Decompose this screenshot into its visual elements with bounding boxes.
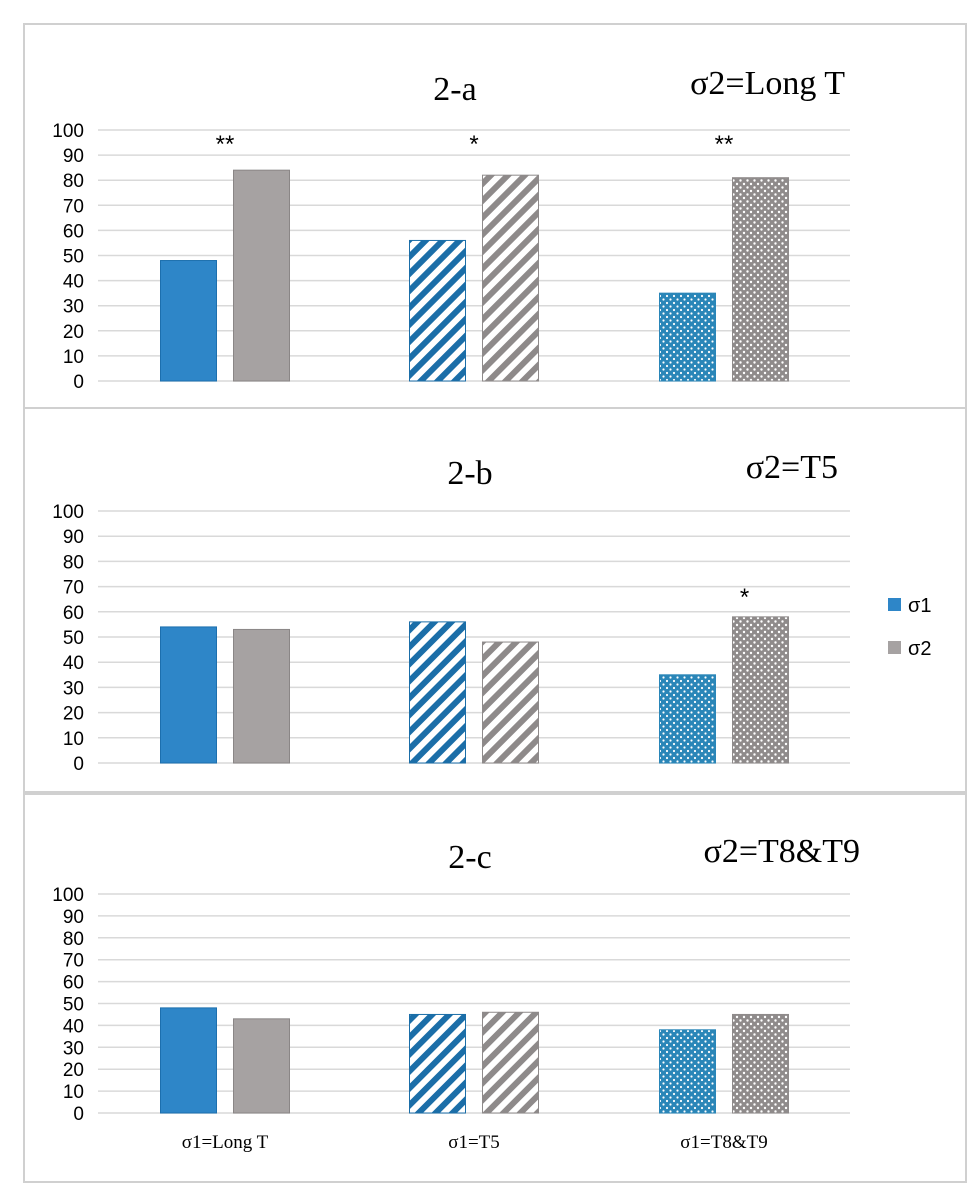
y-tick-label: 90: [63, 527, 84, 548]
y-tick-label: 70: [63, 951, 84, 972]
panel-subtitle: σ2=T5: [746, 449, 838, 486]
y-tick-label: 0: [73, 754, 84, 775]
bar-sigma1-cat2: [409, 621, 466, 764]
x-axis-categories: σ1=Long T σ1=T5 σ1=T8&T9: [182, 1132, 768, 1153]
gridlines: [98, 510, 850, 764]
bar-sigma1-cat1: [160, 260, 217, 382]
gridlines: [98, 129, 850, 382]
y-axis-ticks: 0 10 20 30 40 50 60 70 80 90 100: [52, 121, 84, 393]
bar-sigma1-cat2: [409, 239, 466, 382]
panel-subtitle: σ2=Long T: [690, 65, 845, 102]
y-tick-label: 0: [73, 1104, 84, 1125]
bar-sigma2-cat3: [732, 177, 789, 382]
legend: σ1 σ2: [888, 595, 931, 660]
y-tick-label: 100: [52, 121, 84, 142]
legend-swatch-sigma1: [888, 598, 901, 611]
y-tick-label: 80: [63, 929, 84, 950]
legend-label-sigma2: σ2: [908, 638, 931, 660]
y-tick-label: 70: [63, 578, 84, 599]
y-tick-label: 20: [63, 322, 84, 343]
y-tick-label: 50: [63, 628, 84, 649]
legend-label-sigma1: σ1: [908, 595, 931, 617]
bar-sigma1-cat2: [409, 1013, 466, 1114]
y-tick-label: 90: [63, 907, 84, 928]
bars: [160, 616, 789, 764]
y-tick-label: 20: [63, 1060, 84, 1081]
panel-frame-c: [23, 793, 967, 1183]
significance-markers: ** * **: [216, 131, 734, 158]
bar-sigma2-cat1: [233, 628, 290, 764]
bars: [160, 169, 789, 382]
bar-sigma2-cat1: [233, 1018, 290, 1114]
y-tick-label: 60: [63, 973, 84, 994]
y-tick-label: 90: [63, 146, 84, 167]
y-tick-label: 10: [63, 729, 84, 750]
bar-sigma2-cat3: [732, 1013, 789, 1114]
bar-sigma1-cat3: [659, 292, 716, 382]
y-tick-label: 0: [73, 372, 84, 393]
y-tick-label: 60: [63, 603, 84, 624]
y-tick-label: 10: [63, 347, 84, 368]
legend-swatch-sigma2: [888, 641, 901, 654]
significance-marker: **: [715, 131, 734, 158]
y-tick-label: 30: [63, 297, 84, 318]
bar-sigma2-cat2: [482, 174, 539, 382]
bars: [160, 1007, 789, 1114]
bar-sigma2-cat2: [482, 641, 539, 764]
panel-title: 2-c: [448, 839, 491, 876]
significance-marker: *: [469, 131, 478, 158]
y-tick-label: 40: [63, 653, 84, 674]
y-tick-label: 60: [63, 221, 84, 242]
y-tick-label: 20: [63, 704, 84, 725]
y-tick-label: 40: [63, 1016, 84, 1037]
y-tick-label: 30: [63, 1038, 84, 1059]
bar-sigma1-cat3: [659, 674, 716, 764]
significance-markers: *: [740, 584, 749, 611]
bar-sigma1-cat1: [160, 1007, 217, 1114]
chart-panel-b: 2-b σ2=T5 0 10 20 30 40 50 60 70 80 90 100 *: [52, 449, 850, 775]
panel-title: 2-a: [433, 71, 476, 108]
y-tick-label: 100: [52, 502, 84, 523]
x-category-label: σ1=T8&T9: [680, 1132, 767, 1153]
y-tick-label: 80: [63, 552, 84, 573]
bar-sigma2-cat1: [233, 169, 290, 382]
bar-sigma2-cat3: [732, 616, 789, 764]
y-tick-label: 40: [63, 272, 84, 293]
bar-sigma1-cat3: [659, 1029, 716, 1114]
y-tick-label: 50: [63, 995, 84, 1016]
y-tick-label: 100: [52, 885, 84, 906]
significance-marker: *: [740, 584, 749, 611]
y-tick-label: 30: [63, 678, 84, 699]
x-category-label: σ1=T5: [448, 1132, 500, 1153]
y-tick-label: 80: [63, 171, 84, 192]
y-axis-ticks: 0 10 20 30 40 50 60 70 80 90 100: [52, 502, 84, 775]
x-category-label: σ1=Long T: [182, 1132, 269, 1153]
y-tick-label: 10: [63, 1082, 84, 1103]
significance-marker: **: [216, 131, 235, 158]
bar-sigma1-cat1: [160, 626, 217, 764]
y-tick-label: 70: [63, 196, 84, 217]
gridlines: [98, 893, 850, 1114]
panel-title: 2-b: [447, 455, 492, 492]
bar-sigma2-cat2: [482, 1011, 539, 1114]
y-tick-label: 50: [63, 247, 84, 268]
panel-subtitle: σ2=T8&T9: [704, 833, 861, 870]
